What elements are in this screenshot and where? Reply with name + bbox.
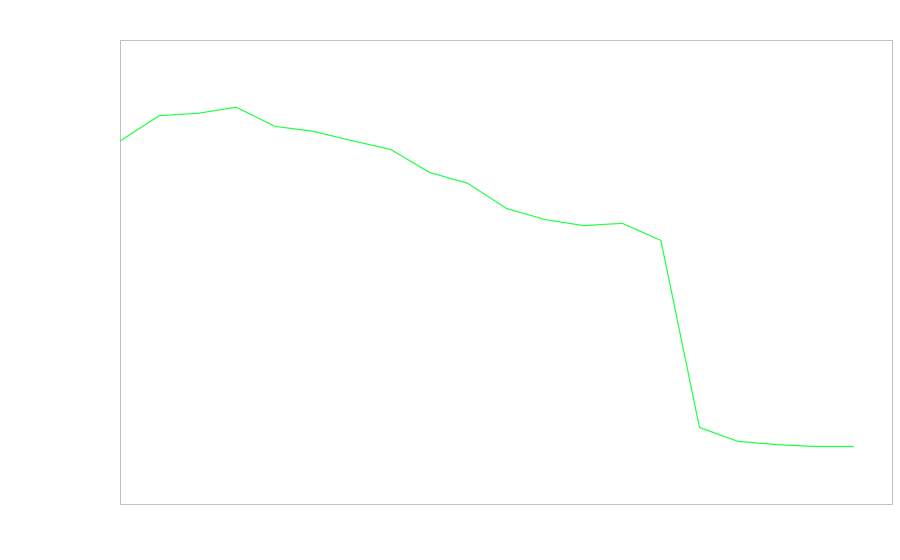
series-line-0 [120,106,854,448]
series-layer [120,106,854,448]
plot-frame [120,40,893,505]
